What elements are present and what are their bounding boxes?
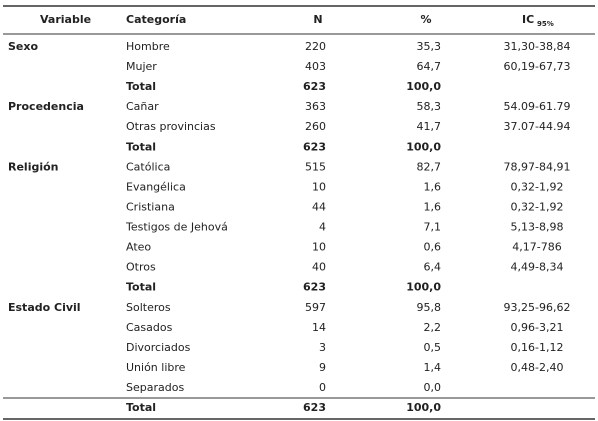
- cell: Cristiana: [126, 200, 175, 213]
- cell: 623: [303, 80, 326, 93]
- cell: 0: [319, 381, 326, 394]
- cell: 100,0: [406, 140, 441, 153]
- cell: 0,5: [424, 341, 442, 354]
- cell: 1,6: [424, 180, 442, 193]
- cell: 5,13-8,98: [511, 221, 564, 234]
- cell: 40: [312, 261, 326, 274]
- cell: 41,7: [417, 120, 442, 133]
- header-cell: Categoría: [126, 13, 186, 26]
- cell: 64,7: [417, 60, 442, 73]
- cell: 3: [319, 341, 326, 354]
- cell: 4,49-8,34: [511, 261, 564, 274]
- cell: 260: [305, 120, 326, 133]
- header-cell: IC: [522, 13, 534, 26]
- cell: 0,48-2,40: [511, 361, 564, 374]
- header-cell: N: [313, 13, 322, 26]
- cell: 100,0: [406, 281, 441, 294]
- cell: Solteros: [126, 301, 171, 314]
- cell: 35,3: [417, 40, 442, 53]
- cell: 9: [319, 361, 326, 374]
- cell: 0,32-1,92: [511, 180, 564, 193]
- cell: 44: [312, 200, 326, 213]
- cell: Cañar: [126, 100, 159, 113]
- cell: 7,1: [424, 221, 442, 234]
- cell: 58,3: [417, 100, 442, 113]
- cell: 623: [303, 401, 326, 414]
- cell: 1,6: [424, 200, 442, 213]
- cell: 0,0: [424, 381, 442, 394]
- cell: Otras provincias: [126, 120, 216, 133]
- cell: 220: [305, 40, 326, 53]
- cell: Testigos de Jehová: [125, 221, 228, 234]
- cell: Total: [126, 80, 156, 93]
- cell: Separados: [126, 381, 184, 394]
- cell: 597: [305, 301, 326, 314]
- header-cell: Variable: [40, 13, 91, 26]
- cell: Otros: [126, 261, 156, 274]
- cell: 403: [305, 60, 326, 73]
- cell: Divorciados: [126, 341, 191, 354]
- cell: 93,25-96,62: [504, 301, 571, 314]
- cell: Ateo: [126, 241, 151, 254]
- cell: 95,8: [417, 301, 442, 314]
- cell: Total: [126, 281, 156, 294]
- group-label: Religión: [8, 160, 59, 173]
- cell: 14: [312, 321, 326, 334]
- cell: 10: [312, 180, 326, 193]
- cell: 82,7: [417, 160, 442, 173]
- cell: Total: [126, 401, 156, 414]
- header-cell: %: [420, 13, 431, 26]
- group-label: Sexo: [8, 40, 38, 53]
- cell: 100,0: [406, 401, 441, 414]
- cell: 0,32-1,92: [511, 200, 564, 213]
- group-label: Procedencia: [8, 100, 84, 113]
- cell: 623: [303, 281, 326, 294]
- cell: Católica: [126, 160, 170, 173]
- cell: 0,16-1,12: [511, 341, 564, 354]
- cell: 515: [305, 160, 326, 173]
- cell: Evangélica: [126, 180, 186, 193]
- cell: 1,4: [424, 361, 442, 374]
- cell: 10: [312, 241, 326, 254]
- cell: 363: [305, 100, 326, 113]
- header-subscript: 95%: [537, 20, 554, 28]
- cell: 54.09-61.79: [504, 100, 571, 113]
- cell: 78,97-84,91: [504, 160, 571, 173]
- cell: 623: [303, 140, 326, 153]
- cell: 37.07-44.94: [504, 120, 571, 133]
- cell: Hombre: [126, 40, 170, 53]
- cell: Mujer: [126, 60, 157, 73]
- cell: Total: [126, 140, 156, 153]
- cell: 31,30-38,84: [504, 40, 571, 53]
- cell: 0,96-3,21: [511, 321, 564, 334]
- cell: 2,2: [424, 321, 442, 334]
- cell: Unión libre: [126, 361, 186, 374]
- group-label: Estado Civil: [8, 301, 81, 314]
- cell: 4: [319, 221, 326, 234]
- cell: 100,0: [406, 80, 441, 93]
- cell: Casados: [126, 321, 173, 334]
- cell: 4,17-786: [512, 241, 561, 254]
- cell: 0,6: [424, 241, 442, 254]
- cell: 6,4: [424, 261, 442, 274]
- cell: 60,19-67,73: [504, 60, 571, 73]
